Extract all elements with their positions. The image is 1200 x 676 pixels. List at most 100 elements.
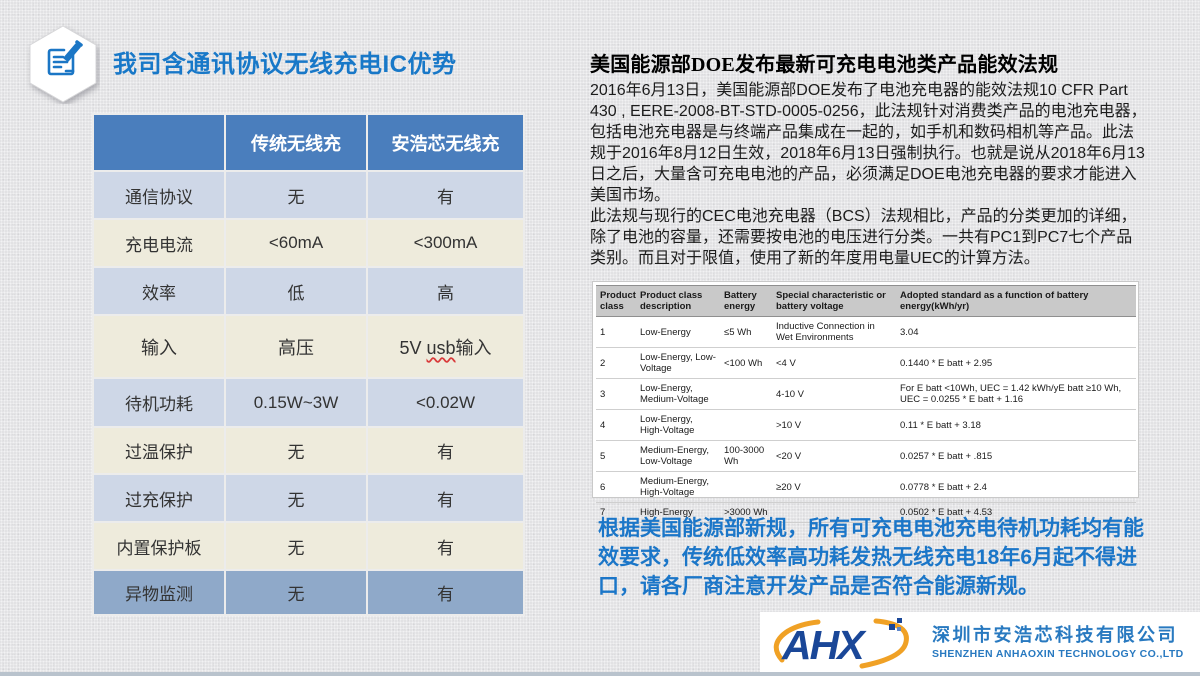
doe-header-standard: Adopted standard as a function of batter… [896, 285, 1136, 317]
doe-cell: 0.0778 * E batt + 2.4 [896, 471, 1136, 503]
edit-note-icon [26, 24, 100, 104]
row-anhaoxin-value: 高 [368, 268, 523, 314]
doe-cell: 5 [596, 440, 636, 472]
doe-standards-table: Product class Product class description … [596, 285, 1136, 523]
doe-cell: Medium-Energy, Low-Voltage [636, 440, 720, 472]
row-traditional-value: 无 [226, 475, 366, 521]
doe-cell: 3 [596, 378, 636, 410]
doe-cell: Low-Energy [636, 316, 720, 348]
row-anhaoxin-value: 有 [368, 523, 523, 569]
doe-cell: >10 V [772, 409, 896, 441]
doe-cell: 0.1440 * E batt + 2.95 [896, 347, 1136, 379]
row-anhaoxin-value: 有 [368, 475, 523, 521]
table-row: 过温保护 无 有 [94, 428, 523, 473]
regulation-warning-text: 根据美国能源部新规，所有可充电电池充电待机功耗均有能效要求，传统低效率高功耗发热… [598, 517, 1144, 598]
doe-cell: Inductive Connection in Wet Environments [772, 316, 896, 348]
page-title: 我司含通讯协议无线充电IC优势 [113, 51, 457, 78]
doe-cell: >3000 Wh [720, 502, 772, 523]
doe-cell [772, 502, 896, 523]
doe-header-special: Special characteristic or battery voltag… [772, 285, 896, 317]
table-row: 内置保护板 无 有 [94, 523, 523, 569]
company-name-en: SHENZHEN ANHAOXIN TECHNOLOGY CO.,LTD [932, 647, 1184, 660]
doe-cell: 100-3000 Wh [720, 440, 772, 472]
doe-header-product-class: Product class [596, 285, 636, 317]
table-row: 6 Medium-Energy, High-Voltage ≥20 V 0.07… [596, 471, 1136, 503]
doe-cell: 3.04 [896, 316, 1136, 348]
row-anhaoxin-value: 有 [368, 428, 523, 473]
table-row: 4 Low-Energy, High-Voltage >10 V 0.11 * … [596, 409, 1136, 441]
row-label: 输入 [94, 316, 224, 377]
doe-cell: 4 [596, 409, 636, 441]
row-label: 通信协议 [94, 172, 224, 218]
doe-cell: 1 [596, 316, 636, 348]
row-traditional-value: 高压 [226, 316, 366, 377]
bottom-edge-divider [0, 672, 1200, 676]
doe-cell: ≥20 V [772, 471, 896, 503]
table-row: 充电电流 <60mA <300mA [94, 220, 523, 266]
table-row: 3 Low-Energy, Medium-Voltage 4-10 V For … [596, 378, 1136, 410]
row-traditional-value: 无 [226, 571, 366, 614]
row-anhaoxin-value: 5V usb输入 [368, 316, 523, 377]
doe-header-battery-energy: Battery energy [720, 285, 772, 317]
company-name-block: 深圳市安浩芯科技有限公司 SHENZHEN ANHAOXIN TECHNOLOG… [932, 625, 1184, 660]
doe-cell: Low-Energy, High-Voltage [636, 409, 720, 441]
table-row: 异物监测 无 有 [94, 571, 523, 614]
ahx-logo-icon: AHX [773, 617, 909, 668]
table-row: 效率 低 高 [94, 268, 523, 314]
row-label: 效率 [94, 268, 224, 314]
row-label: 过温保护 [94, 428, 224, 473]
input-value-prefix: 5V [399, 337, 427, 358]
table-row: 过充保护 无 有 [94, 475, 523, 521]
row-traditional-value: 低 [226, 268, 366, 314]
row-traditional-value: 无 [226, 428, 366, 473]
comparison-header-traditional: 传统无线充 [226, 115, 366, 170]
article-heading: 美国能源部DOE发布最新可充电电池类产品能效法规 [590, 54, 1059, 76]
doe-cell: 4-10 V [772, 378, 896, 410]
input-value-suffix: 输入 [455, 337, 492, 358]
comparison-header-anhaoxin: 安浩芯无线充 [368, 115, 523, 170]
row-anhaoxin-value: <0.02W [368, 379, 523, 426]
comparison-header-empty [94, 115, 224, 170]
doe-cell: 0.0502 * E batt + 4.53 [896, 502, 1136, 523]
row-traditional-value: <60mA [226, 220, 366, 266]
ahx-logo-text: AHX [781, 622, 867, 668]
row-anhaoxin-value: <300mA [368, 220, 523, 266]
doe-cell [720, 409, 772, 441]
doe-standards-panel: Product class Product class description … [592, 281, 1139, 523]
input-value-misspelled: usb [426, 337, 456, 358]
table-row: 1 Low-Energy ≤5 Wh Inductive Connection … [596, 316, 1136, 348]
doe-cell: <4 V [772, 347, 896, 379]
doe-cell: 0.0257 * E batt + .815 [896, 440, 1136, 472]
doe-cell: 0.11 * E batt + 3.18 [896, 409, 1136, 441]
doe-cell [720, 378, 772, 410]
company-name-cn: 深圳市安浩芯科技有限公司 [932, 625, 1178, 646]
company-logo-panel: AHX 深圳市安浩芯科技有限公司 SHENZHEN ANHAOXIN TECHN… [760, 612, 1200, 673]
table-row: 通信协议 无 有 [94, 172, 523, 218]
doe-header-description: Product class description [636, 285, 720, 317]
doe-cell: Low-Energy, Low-Voltage [636, 347, 720, 379]
table-row: 2 Low-Energy, Low-Voltage <100 Wh <4 V 0… [596, 347, 1136, 379]
doe-cell: 2 [596, 347, 636, 379]
table-row: 7 High-Energy >3000 Wh 0.0502 * E batt +… [596, 502, 1136, 523]
article-paragraph-1: 2016年6月13日，美国能源部DOE发布了电池充电器的能效法规10 CFR P… [590, 82, 1147, 204]
doe-cell: ≤5 Wh [720, 316, 772, 348]
row-traditional-value: 无 [226, 172, 366, 218]
table-row: 5 Medium-Energy, Low-Voltage 100-3000 Wh… [596, 440, 1136, 472]
row-anhaoxin-value: 有 [368, 571, 523, 614]
doe-cell: 6 [596, 471, 636, 503]
doe-cell: <100 Wh [720, 347, 772, 379]
doe-cell: For E batt <10Wh, UEC = 1.42 kWh/yE batt… [896, 378, 1136, 410]
doe-article: 美国能源部DOE发布最新可充电电池类产品能效法规 2016年6月13日，美国能源… [590, 48, 1147, 269]
row-traditional-value: 无 [226, 523, 366, 569]
doe-cell: <20 V [772, 440, 896, 472]
doe-header-row: Product class Product class description … [596, 285, 1136, 317]
row-traditional-value: 0.15W~3W [226, 379, 366, 426]
comparison-table: 传统无线充 安浩芯无线充 通信协议 无 有 充电电流 <60mA <300mA … [92, 113, 525, 616]
row-label: 充电电流 [94, 220, 224, 266]
table-row: 待机功耗 0.15W~3W <0.02W [94, 379, 523, 426]
row-label: 待机功耗 [94, 379, 224, 426]
comparison-header-row: 传统无线充 安浩芯无线充 [94, 115, 523, 170]
article-paragraph-2: 此法规与现行的CEC电池充电器（BCS）法规相比，产品的分类更加的详细，除了电池… [590, 208, 1137, 267]
row-label: 内置保护板 [94, 523, 224, 569]
